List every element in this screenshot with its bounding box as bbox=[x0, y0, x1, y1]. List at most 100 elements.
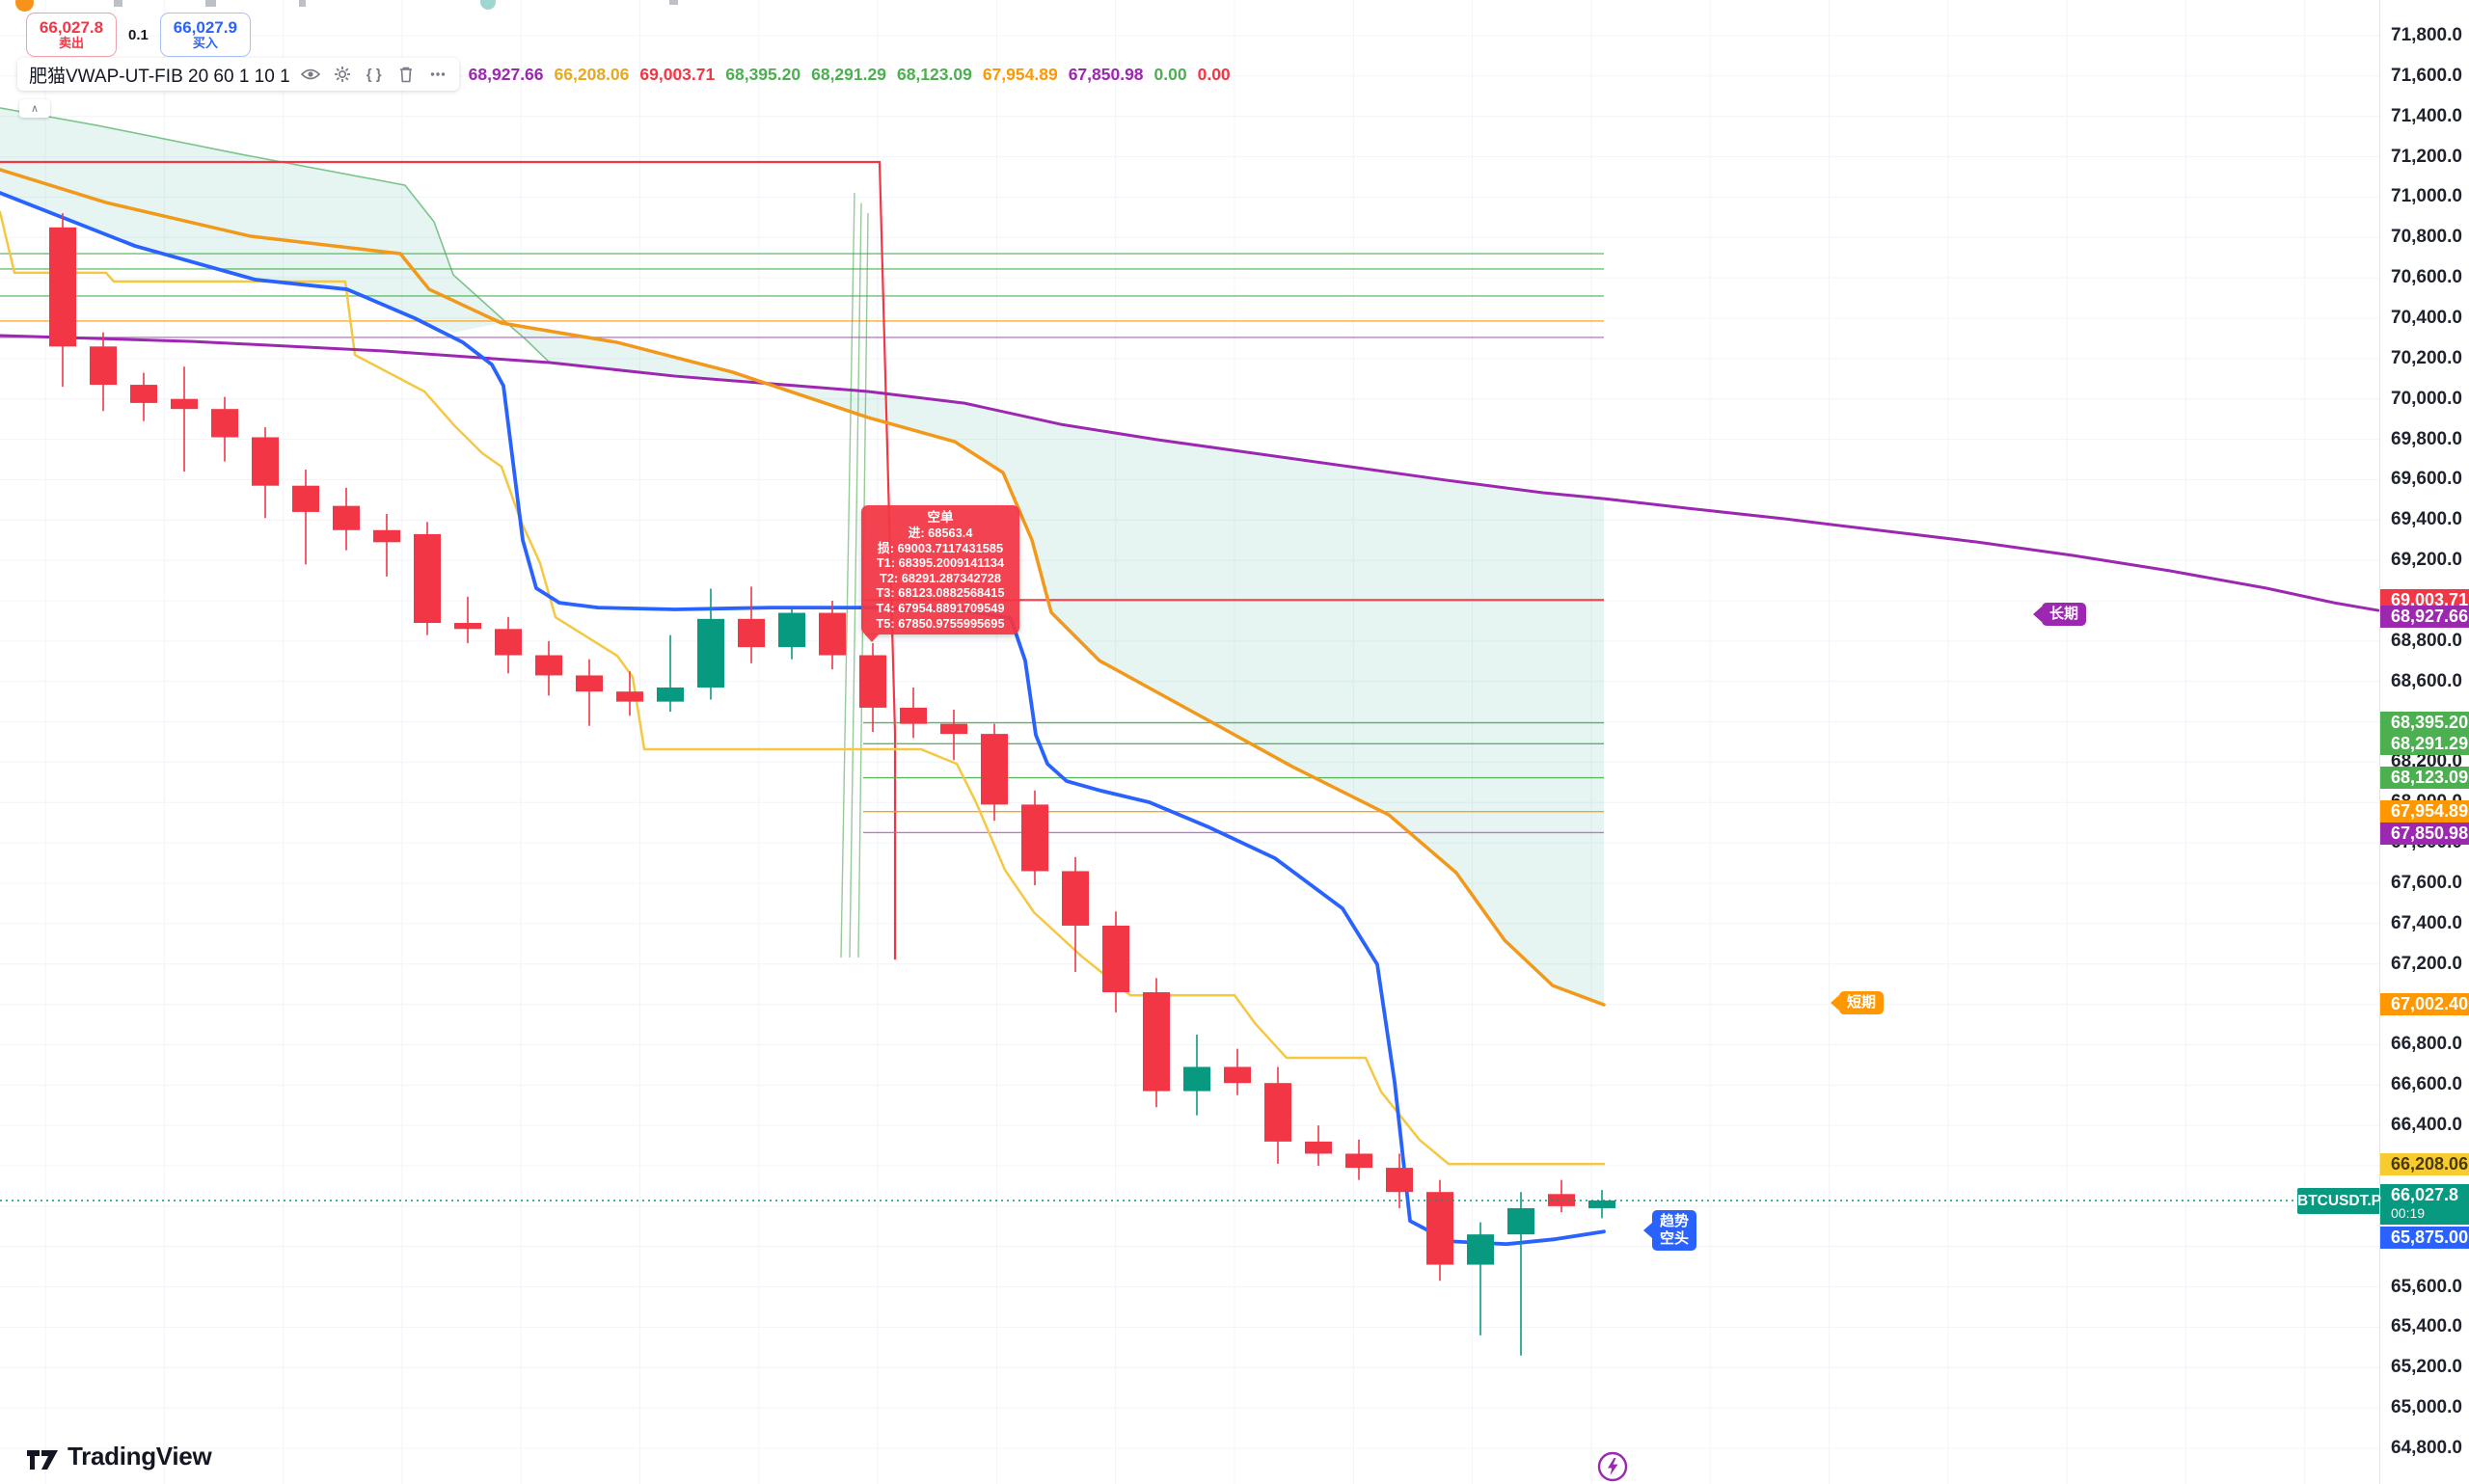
axis-price-label: 67,600.0 bbox=[2391, 872, 2462, 893]
longterm-purple-line bbox=[0, 334, 2379, 612]
indicator-value: 0.00 bbox=[1153, 64, 1187, 84]
axis-indicator-price-label: 68,123.09 bbox=[2380, 767, 2469, 790]
axis-price-label: 70,400.0 bbox=[2391, 307, 2462, 328]
candle-body bbox=[940, 723, 967, 735]
eye-icon[interactable] bbox=[299, 63, 322, 86]
tooltip-row: 进: 68563.4 bbox=[908, 526, 973, 540]
symbol-countdown-tag: BTCUSDT.P bbox=[2297, 1187, 2381, 1214]
source-code-icon[interactable]: { } bbox=[366, 66, 382, 83]
app-logo-icon[interactable] bbox=[15, 0, 34, 12]
axis-price-label: 68,800.0 bbox=[2391, 630, 2462, 651]
gear-icon[interactable] bbox=[331, 63, 354, 86]
toolbar-stub-icon bbox=[114, 0, 122, 7]
axis-indicator-price-label: 67,002.40 bbox=[2380, 992, 2469, 1015]
note-arrow bbox=[1643, 1223, 1652, 1239]
note-label-line: 长期 bbox=[2049, 606, 2079, 623]
candle-body bbox=[535, 655, 562, 676]
tooltip-row: T5: 67850.9755995695 bbox=[876, 615, 1005, 631]
candle-body bbox=[1507, 1207, 1534, 1235]
candle-body bbox=[1224, 1066, 1251, 1084]
candle-body bbox=[1305, 1141, 1332, 1154]
axis-price-label: 65,400.0 bbox=[2391, 1316, 2462, 1337]
price-axis[interactable]: 71,800.0 71,600.0 71,400.0 71,200.0 71,000.0… bbox=[2379, 0, 2469, 1484]
axis-price-label: 69,200.0 bbox=[2391, 550, 2462, 571]
note-label-趋势空头: 趋势 空头 bbox=[1643, 1210, 1697, 1252]
indicator-value: 68,395.20 bbox=[725, 64, 801, 84]
tooltip-row: T1: 68395.2009141134 bbox=[876, 555, 1005, 571]
note-label-line: 空头 bbox=[1660, 1230, 1690, 1248]
indicator-values: 68,927.66 66,208.06 69,003.71 68,395.20 68,2… bbox=[469, 65, 1231, 85]
tradingview-logo[interactable]: TradingView bbox=[27, 1442, 212, 1471]
sell-label: 卖出 bbox=[58, 36, 84, 51]
candle-body bbox=[454, 623, 481, 630]
axis-price-label: 70,600.0 bbox=[2391, 267, 2462, 288]
indicator-value: 68,927.66 bbox=[468, 64, 544, 84]
candle-body bbox=[1021, 804, 1048, 872]
candle-body bbox=[373, 529, 400, 543]
tooltip-row: T4: 67954.8891709549 bbox=[876, 600, 1005, 615]
note-label-长期: 长期 bbox=[2033, 603, 2087, 627]
sell-button[interactable]: 66,027.8 卖出 bbox=[26, 13, 117, 57]
stop-line-path bbox=[0, 160, 897, 960]
candle-body bbox=[171, 398, 198, 410]
chart-canvas[interactable] bbox=[0, 0, 2379, 1484]
collapse-legend-button[interactable]: ∧ bbox=[19, 99, 50, 118]
atr-trail-yellow-line bbox=[0, 210, 1606, 1166]
candle-body bbox=[657, 687, 684, 702]
axis-price-label: 66,600.0 bbox=[2391, 1074, 2462, 1095]
axis-price-label: 71,200.0 bbox=[2391, 146, 2462, 167]
candle-body bbox=[616, 691, 643, 702]
indicator-legend: 肥猫VWAP-UT-FIB 20 60 1 10 1 { } 68,927.66… bbox=[17, 58, 1231, 91]
current-price-pill: 66,027.8 00:19 bbox=[2380, 1184, 2469, 1226]
current-price-label: 66,027.8 bbox=[2391, 1185, 2459, 1205]
indicator-value: 66,208.06 bbox=[554, 64, 630, 84]
short-signal-tooltip: 空单 进: 68563.4 损: 69003.7117431585 T1: 6839… bbox=[861, 505, 1019, 643]
candle-body bbox=[1264, 1083, 1291, 1142]
indicator-legend-card[interactable]: 肥猫VWAP-UT-FIB 20 60 1 10 1 { } bbox=[17, 58, 459, 91]
candle-body bbox=[252, 437, 279, 486]
axis-indicator-price-label: 66,208.06 bbox=[2380, 1152, 2469, 1175]
candle-body bbox=[333, 505, 360, 530]
axis-price-label: 65,000.0 bbox=[2391, 1397, 2462, 1418]
candle-body bbox=[1143, 992, 1170, 1092]
candle-body bbox=[90, 346, 117, 386]
tooltip-pointer bbox=[864, 634, 880, 643]
axis-price-label: 69,400.0 bbox=[2391, 509, 2462, 530]
sell-price: 66,027.8 bbox=[39, 17, 104, 37]
trend-orange-line bbox=[0, 168, 1606, 1007]
indicator-value: 68,291.29 bbox=[811, 64, 886, 84]
axis-indicator-price-label: 68,927.66 bbox=[2380, 605, 2469, 628]
candle-body bbox=[1102, 925, 1129, 993]
candle-body bbox=[859, 655, 886, 708]
buy-button[interactable]: 66,027.9 买入 bbox=[159, 13, 251, 57]
spread-value: 0.1 bbox=[128, 26, 149, 43]
toolbar-status-icon bbox=[480, 0, 496, 10]
toolbar-stub-icon bbox=[299, 0, 306, 7]
note-arrow bbox=[2033, 607, 2042, 623]
toolbar-stub-icon bbox=[669, 0, 678, 5]
candle-body bbox=[576, 675, 603, 692]
tooltip-row: T3: 68123.0882568415 bbox=[876, 585, 1005, 601]
candle-body bbox=[819, 612, 846, 656]
axis-price-label: 65,200.0 bbox=[2391, 1357, 2462, 1378]
quick-trade-lightning-button[interactable] bbox=[1596, 1450, 1629, 1483]
buy-price: 66,027.9 bbox=[173, 17, 237, 37]
candle-body bbox=[1548, 1194, 1575, 1206]
tooltip-title: 空单 bbox=[927, 510, 954, 525]
axis-indicator-price-label: 68,395.20 bbox=[2380, 712, 2469, 735]
note-label-line: 趋势 bbox=[1660, 1213, 1690, 1230]
candle-body bbox=[1183, 1066, 1210, 1092]
trash-icon[interactable] bbox=[394, 63, 418, 86]
indicator-value: 69,003.71 bbox=[639, 64, 716, 84]
signal-vertical-line bbox=[840, 193, 855, 958]
indicator-value: 67,850.98 bbox=[1068, 64, 1144, 84]
signal-vertical-line bbox=[849, 202, 862, 958]
candle-body bbox=[414, 533, 441, 624]
more-icon[interactable] bbox=[426, 63, 449, 86]
axis-indicator-price-label: 65,875.00 bbox=[2380, 1226, 2469, 1249]
candle-body bbox=[1467, 1234, 1494, 1265]
axis-indicator-price-label: 67,954.89 bbox=[2380, 800, 2469, 823]
axis-price-label: 67,400.0 bbox=[2391, 912, 2462, 933]
candle-body bbox=[130, 385, 157, 403]
